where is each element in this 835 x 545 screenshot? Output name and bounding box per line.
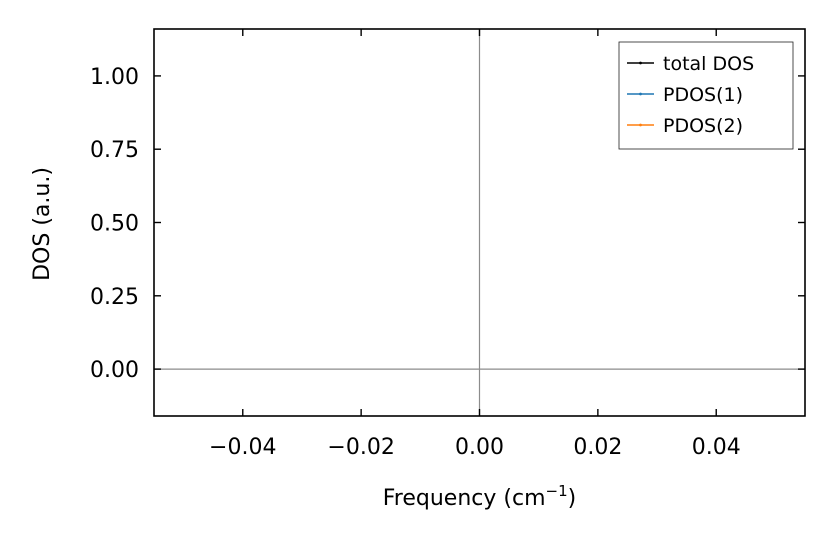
y-tick-label: 0.00	[90, 358, 139, 383]
y-axis-label: DOS (a.u.)	[30, 167, 55, 281]
legend-swatch-marker	[639, 123, 642, 127]
legend-swatch-marker	[639, 61, 642, 65]
x-tick-label: 0.04	[692, 435, 741, 460]
reference-lines	[154, 29, 805, 416]
x-tick-label: −0.04	[209, 435, 276, 460]
legend: total DOS PDOS(1) PDOS(2)	[618, 41, 794, 150]
legend-entries: total DOS PDOS(1) PDOS(2)	[627, 53, 754, 137]
y-tick-label: 0.50	[90, 212, 139, 237]
y-tick-label: 0.75	[90, 138, 139, 163]
legend-label: total DOS	[663, 53, 754, 75]
x-axis-ticks: −0.04 −0.02 0.00 0.02 0.04	[209, 29, 741, 460]
y-tick-label: 0.25	[90, 285, 139, 310]
x-axis-label: Frequency (cm−1)	[383, 482, 576, 511]
legend-label: PDOS(1)	[663, 84, 743, 106]
legend-swatch-marker	[639, 92, 642, 96]
y-tick-label: 1.00	[90, 65, 139, 90]
x-tick-label: 0.02	[573, 435, 622, 460]
x-tick-label: −0.02	[327, 435, 394, 460]
x-axis-label-main: Frequency (cm	[383, 486, 546, 511]
x-axis-label-superscript: −1	[546, 482, 568, 500]
y-axis-ticks: 0.00 0.25 0.50 0.75 1.00	[90, 65, 805, 383]
x-axis-label-suffix: )	[568, 486, 577, 511]
x-tick-label: 0.00	[455, 435, 504, 460]
plot-frame	[153, 28, 806, 417]
legend-box	[618, 41, 794, 150]
legend-label: PDOS(2)	[663, 115, 743, 137]
